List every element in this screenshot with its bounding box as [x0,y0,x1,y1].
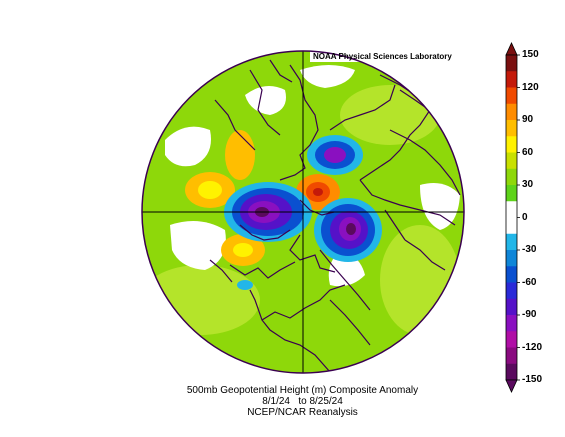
credit-label: NOAA Physical Sciences Laboratory [313,52,452,61]
colorbar-swatch [506,298,517,316]
colorbar-swatch [506,266,517,283]
colorbar-swatch [506,331,517,348]
map-source: NCEP/NCAR Reanalysis [247,407,358,418]
colorbar-tick-label: -90 [522,309,537,320]
colorbar-tick-label: -60 [522,276,537,288]
positive-anomaly-atlantic [185,172,235,208]
coastlines [209,59,461,373]
negative-anomaly-pacific [307,135,363,175]
colorbar-tick-label: 150 [522,49,539,60]
near-zero-regions [165,65,460,287]
colorbar [505,42,520,393]
positive-anomaly-pacific [221,234,265,266]
polar-map [142,51,464,373]
colorbar-swatch [506,217,517,235]
colorbar-swatch [506,201,517,218]
colorbar-bottom-arrow [505,379,518,393]
map-title: 500mb Geopotential Height (m) Composite … [186,385,419,396]
colorbar-tick-label: 0 [522,211,528,223]
colorbar-swatch [506,168,517,186]
colorbar-tick-label: 90 [522,114,534,125]
colorbar-top-arrow [505,42,518,56]
colorbar-tick-label: -150 [522,374,543,385]
colorbar-tick-label: -120 [522,341,543,353]
colorbar-swatch [506,71,517,88]
colorbar-swatch [506,250,517,267]
positive-anomaly-north [225,130,255,180]
colorbar-swatch [506,363,517,381]
colorbar-tick-label: -30 [522,244,537,255]
colorbar-swatch [506,87,517,105]
negative-anomaly-siberia [314,198,382,262]
colorbar-tick-label: 120 [522,81,539,93]
colorbar-swatch [506,233,517,251]
colorbar-swatch [506,185,517,202]
colorbar-swatch [506,55,517,72]
map-caption: 500mb Geopotential Height (m) Composite … [0,385,565,418]
map-border [141,50,465,374]
colorbar-swatch [506,282,517,300]
colorbar-swatch [506,136,517,153]
colorbar-swatch [506,315,517,332]
map-date-range: 8/1/24 to 8/25/24 [262,396,343,407]
colorbar-tick-label: 30 [522,179,534,190]
colorbar-swatch [506,152,517,170]
colorbar-tick-label: 60 [522,146,534,158]
colorbar-swatch [506,103,517,121]
colorbar-swatch [506,347,517,365]
negative-anomaly-small [237,280,253,290]
colorbar-swatch [506,120,517,137]
